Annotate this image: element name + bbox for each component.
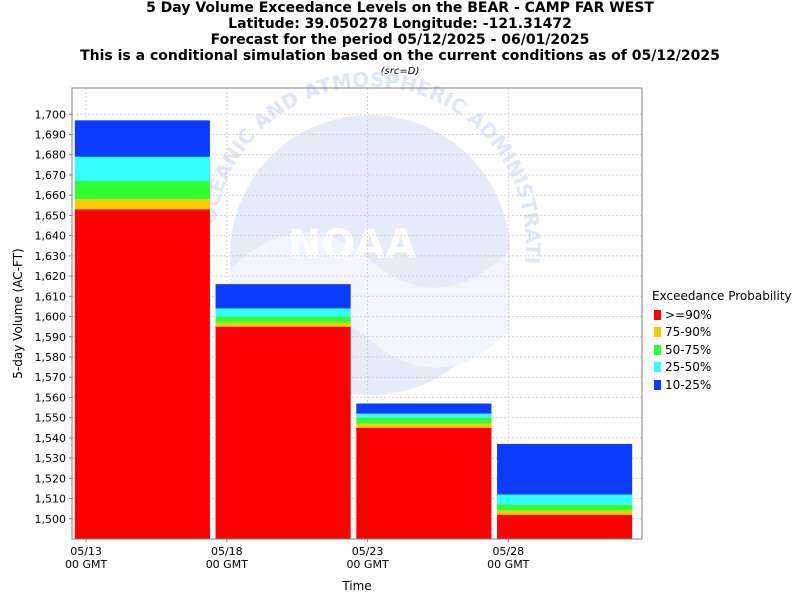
chart-title-block: 5 Day Volume Exceedance Levels on the BE… [0,0,800,79]
bar-segment-3-3 [356,417,492,424]
chart-title-line-1: 5 Day Volume Exceedance Levels on the BE… [146,0,654,16]
bar-segment-4-3 [497,504,633,511]
y-tick-label: 1,650 [35,209,67,222]
bar-segment-4-5 [497,443,633,495]
y-tick-label: 1,560 [35,391,67,404]
chart-title-line-4: This is a conditional simulation based o… [80,48,720,64]
bar-segment-3-5 [356,403,492,414]
bar-segment-4-4 [497,494,633,505]
legend-label: 50-75% [665,342,712,357]
x-tick-sublabel: 00 GMT [65,558,108,571]
bar-segment-3-4 [356,413,492,418]
y-tick-label: 1,580 [35,351,67,364]
y-tick-label: 1,530 [35,452,67,465]
y-tick-label: 1,550 [35,412,67,425]
y-tick-label: 1,660 [35,189,67,202]
y-tick-label: 1,520 [35,472,67,485]
y-tick-label: 1,500 [35,513,67,526]
y-tick-label: 1,590 [35,331,67,344]
x-tick-sublabel: 00 GMT [206,558,249,571]
bar-segment-1-2 [74,199,210,210]
y-tick-label: 1,570 [35,371,67,384]
legend-item: >=90% [652,306,792,324]
chart-subtitle: (src=D) [380,66,420,77]
bars [74,120,633,540]
bar-segment-3-1 [356,427,492,539]
y-tick-label: 1,600 [35,311,67,324]
y-tick-label: 1,510 [35,493,67,506]
bar-segment-2-1 [215,326,351,539]
bar-segment-2-2 [215,322,351,327]
y-tick-label: 1,620 [35,270,67,283]
bar-segment-3-2 [356,423,492,428]
y-tick-label: 1,640 [35,230,67,243]
legend-item: 25-50% [652,359,792,377]
bar-segment-1-1 [74,209,210,540]
legend-swatch [654,327,661,338]
legend: Exceedance Probability >=90% 75-90% 50-75%… [652,289,792,394]
y-tick-label: 1,700 [35,108,67,121]
legend-item: 75-90% [652,324,792,342]
x-tick-label: 05/13 [70,545,102,558]
legend-label: 10-25% [665,377,712,392]
x-tick-label: 05/23 [352,545,384,558]
x-axis-label: Time [341,579,371,593]
y-tick-label: 1,680 [35,149,67,162]
legend-title: Exceedance Probability [652,289,792,303]
bar-segment-4-2 [497,510,633,515]
noaa-watermark-text: NOAA [288,222,416,268]
y-tick-label: 1,670 [35,169,67,182]
chart-title-line-2: Latitude: 39.050278 Longitude: -121.3147… [228,16,572,32]
legend-label: 75-90% [665,325,712,340]
legend-item: 10-25% [652,376,792,394]
chart-title-line-3: Forecast for the period 05/12/2025 - 06/… [210,32,590,48]
bar-segment-4-1 [497,514,633,539]
bar-segment-2-5 [215,284,351,309]
x-tick-label: 05/28 [492,545,524,558]
legend-swatch [654,309,661,320]
legend-swatch [654,344,661,355]
y-axis-label: 5-day Volume (AC-FT) [11,248,25,378]
y-tick-label: 1,610 [35,290,67,303]
x-tick-sublabel: 00 GMT [487,558,530,571]
y-tick-label: 1,540 [35,432,67,445]
legend-item: 50-75% [652,341,792,359]
legend-label: 25-50% [665,360,712,375]
legend-swatch [654,362,661,373]
bar-segment-1-4 [74,156,210,182]
bar-segment-2-3 [215,316,351,323]
axes: 1,500 1,510 1,520 1,530 1,540 1,550 1,560 1,570… [11,87,643,593]
legend-label: >=90% [665,307,712,322]
y-tick-label: 1,690 [35,129,67,142]
x-tick-sublabel: 00 GMT [346,558,389,571]
x-tick-label: 05/18 [211,545,243,558]
bar-segment-1-5 [74,120,210,157]
legend-swatch [654,379,661,390]
y-tick-label: 1,630 [35,250,67,263]
bar-segment-2-4 [215,308,351,317]
bar-segment-1-3 [74,181,210,200]
